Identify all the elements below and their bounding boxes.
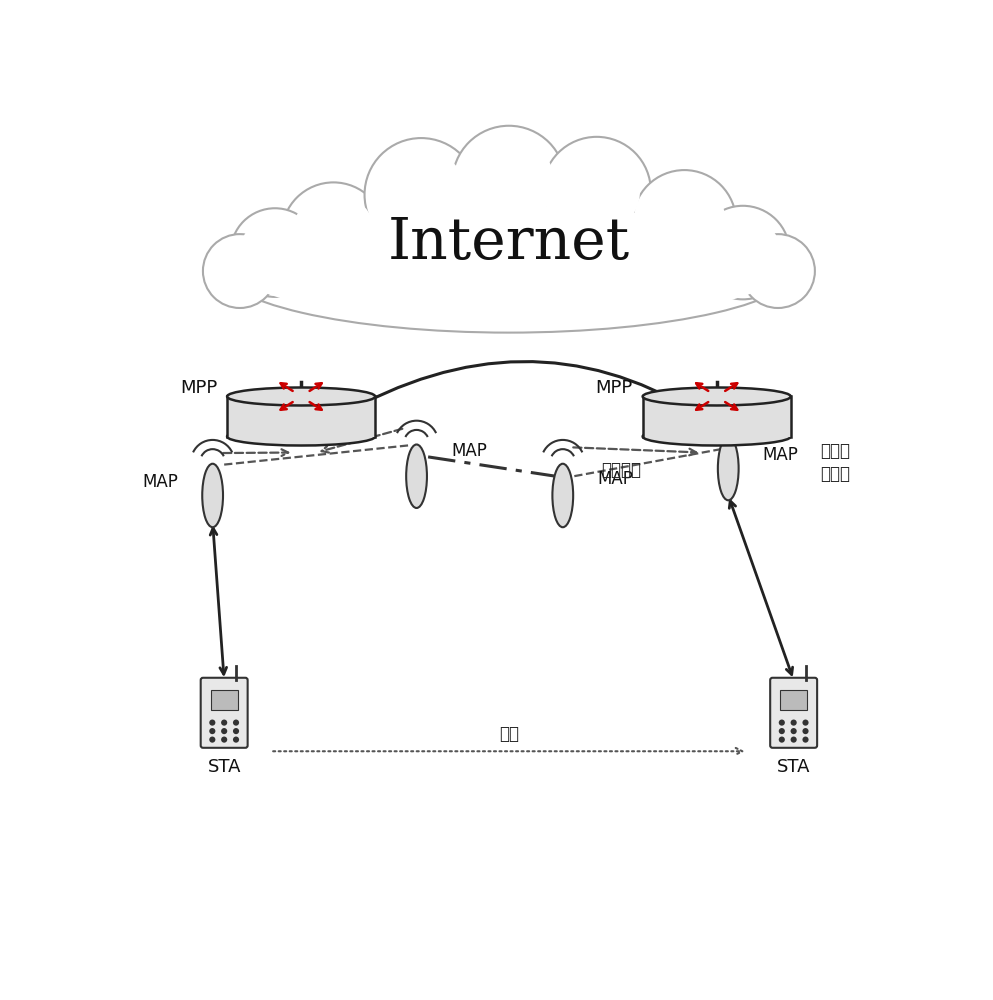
Text: STA: STA [777, 758, 810, 776]
Ellipse shape [718, 437, 739, 500]
Circle shape [210, 737, 215, 743]
Text: MAP: MAP [142, 473, 178, 491]
Circle shape [749, 241, 807, 301]
Circle shape [696, 206, 789, 299]
Circle shape [640, 241, 699, 301]
Circle shape [233, 728, 239, 734]
Circle shape [802, 737, 808, 743]
Text: 劫持转
发路径: 劫持转 发路径 [820, 442, 851, 483]
Ellipse shape [642, 428, 790, 446]
Bar [642, 396, 790, 437]
Text: MAP: MAP [451, 442, 488, 460]
Circle shape [211, 241, 269, 301]
Text: Internet: Internet [388, 215, 630, 271]
Text: STA: STA [208, 758, 241, 776]
Ellipse shape [231, 206, 786, 323]
Circle shape [376, 149, 467, 240]
Text: MAP: MAP [598, 470, 634, 488]
Circle shape [233, 737, 239, 743]
Circle shape [643, 180, 726, 263]
FancyBboxPatch shape [201, 678, 247, 748]
Circle shape [350, 250, 405, 305]
Bar [227, 396, 375, 437]
Circle shape [239, 217, 311, 288]
Circle shape [741, 234, 815, 308]
Circle shape [364, 138, 478, 251]
Circle shape [542, 137, 650, 245]
Circle shape [518, 249, 587, 318]
Text: 默认路径: 默认路径 [602, 461, 641, 479]
Circle shape [779, 720, 784, 726]
Ellipse shape [203, 464, 223, 527]
Circle shape [343, 243, 412, 312]
Circle shape [802, 728, 808, 734]
Circle shape [464, 137, 554, 228]
Circle shape [292, 193, 374, 275]
Text: MAP: MAP [763, 446, 798, 464]
Ellipse shape [216, 197, 801, 333]
Circle shape [210, 720, 215, 726]
Circle shape [233, 720, 239, 726]
Circle shape [525, 256, 580, 311]
Circle shape [230, 208, 320, 297]
Circle shape [553, 148, 639, 234]
Ellipse shape [227, 387, 375, 405]
Ellipse shape [227, 428, 375, 446]
Circle shape [210, 728, 215, 734]
Circle shape [221, 720, 227, 726]
Text: MPP: MPP [180, 379, 217, 397]
FancyBboxPatch shape [771, 678, 817, 748]
Circle shape [282, 182, 385, 286]
Bar [780, 690, 807, 710]
Circle shape [221, 737, 227, 743]
Circle shape [633, 234, 707, 308]
Circle shape [779, 728, 784, 734]
Circle shape [790, 728, 796, 734]
Circle shape [779, 737, 784, 743]
Text: MPP: MPP [596, 379, 633, 397]
Circle shape [790, 720, 796, 726]
FancyArrowPatch shape [363, 362, 715, 425]
Circle shape [790, 737, 796, 743]
Circle shape [705, 215, 780, 290]
Ellipse shape [552, 464, 573, 527]
Ellipse shape [406, 444, 427, 508]
Bar [211, 690, 237, 710]
Circle shape [203, 234, 277, 308]
Circle shape [802, 720, 808, 726]
Ellipse shape [642, 387, 790, 405]
Text: 漫游: 漫游 [498, 725, 519, 743]
Circle shape [633, 170, 736, 274]
Circle shape [452, 126, 566, 239]
Circle shape [221, 728, 227, 734]
